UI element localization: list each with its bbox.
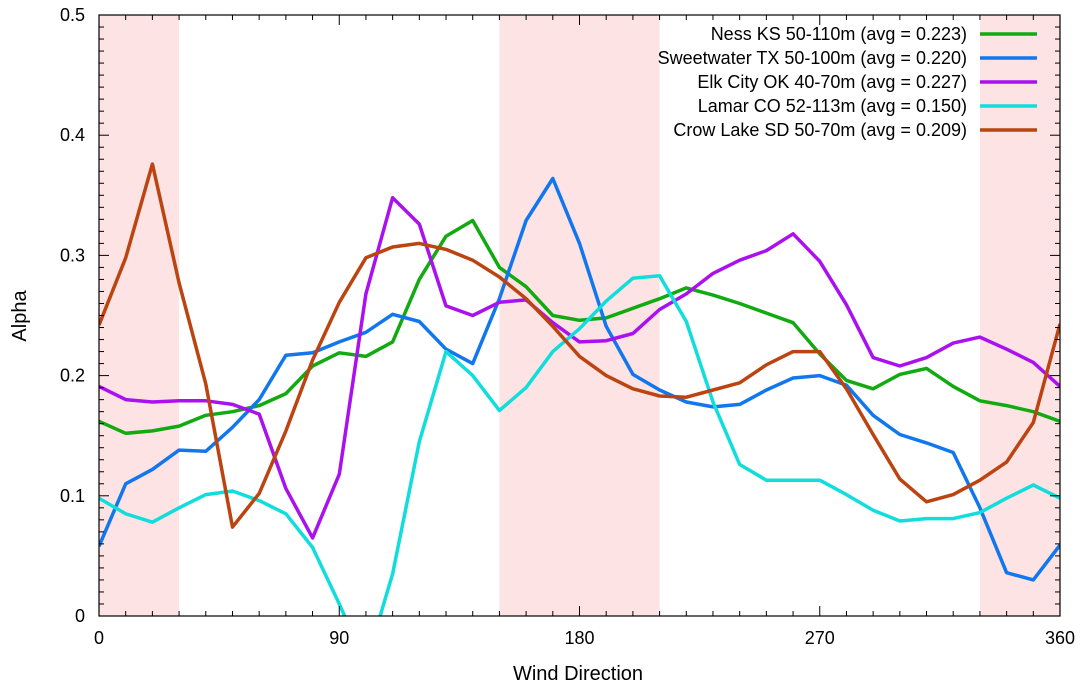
legend-label-3: Lamar CO 52-113m (avg = 0.150) <box>698 96 967 116</box>
y-tick-label: 0.3 <box>60 245 85 265</box>
legend-label-0: Ness KS 50-110m (avg = 0.223) <box>711 24 967 44</box>
tick-labels: 0 90 180 270 360 0 0.1 0.2 0.3 0.4 0.5 <box>60 5 1075 648</box>
axis-ticks <box>98 14 1061 617</box>
series-line-2 <box>99 195 1060 540</box>
shaded-region-1 <box>499 15 660 616</box>
x-tick-label: 0 <box>94 628 104 648</box>
x-tick-label: 270 <box>805 628 835 648</box>
series-line-4 <box>99 162 1060 529</box>
x-tick-label: 360 <box>1045 628 1075 648</box>
shaded-regions <box>99 15 1060 616</box>
y-tick-label: 0.1 <box>60 486 85 506</box>
y-tick-label: 0.4 <box>60 125 85 145</box>
series-lines <box>99 162 1060 616</box>
legend: Ness KS 50-110m (avg = 0.223) Sweetwater … <box>658 24 1037 140</box>
y-axis-title: Alpha <box>9 290 31 342</box>
x-tick-label: 180 <box>564 628 594 648</box>
series-line-1 <box>99 176 1060 582</box>
x-tick-label: 90 <box>329 628 349 648</box>
series-line-0 <box>99 218 1060 436</box>
y-tick-label: 0.5 <box>60 5 85 25</box>
legend-label-4: Crow Lake SD 50-70m (avg = 0.209) <box>673 120 967 140</box>
legend-label-1: Sweetwater TX 50-100m (avg = 0.220) <box>658 48 967 68</box>
x-axis-title: Wind Direction <box>513 663 643 685</box>
y-tick-label: 0.2 <box>60 366 85 386</box>
series-line-3 <box>99 274 1060 616</box>
shaded-region-0 <box>99 15 180 616</box>
shaded-region-2 <box>979 15 1060 616</box>
legend-label-2: Elk City OK 40-70m (avg = 0.227) <box>697 72 967 92</box>
y-tick-label: 0 <box>75 606 85 626</box>
